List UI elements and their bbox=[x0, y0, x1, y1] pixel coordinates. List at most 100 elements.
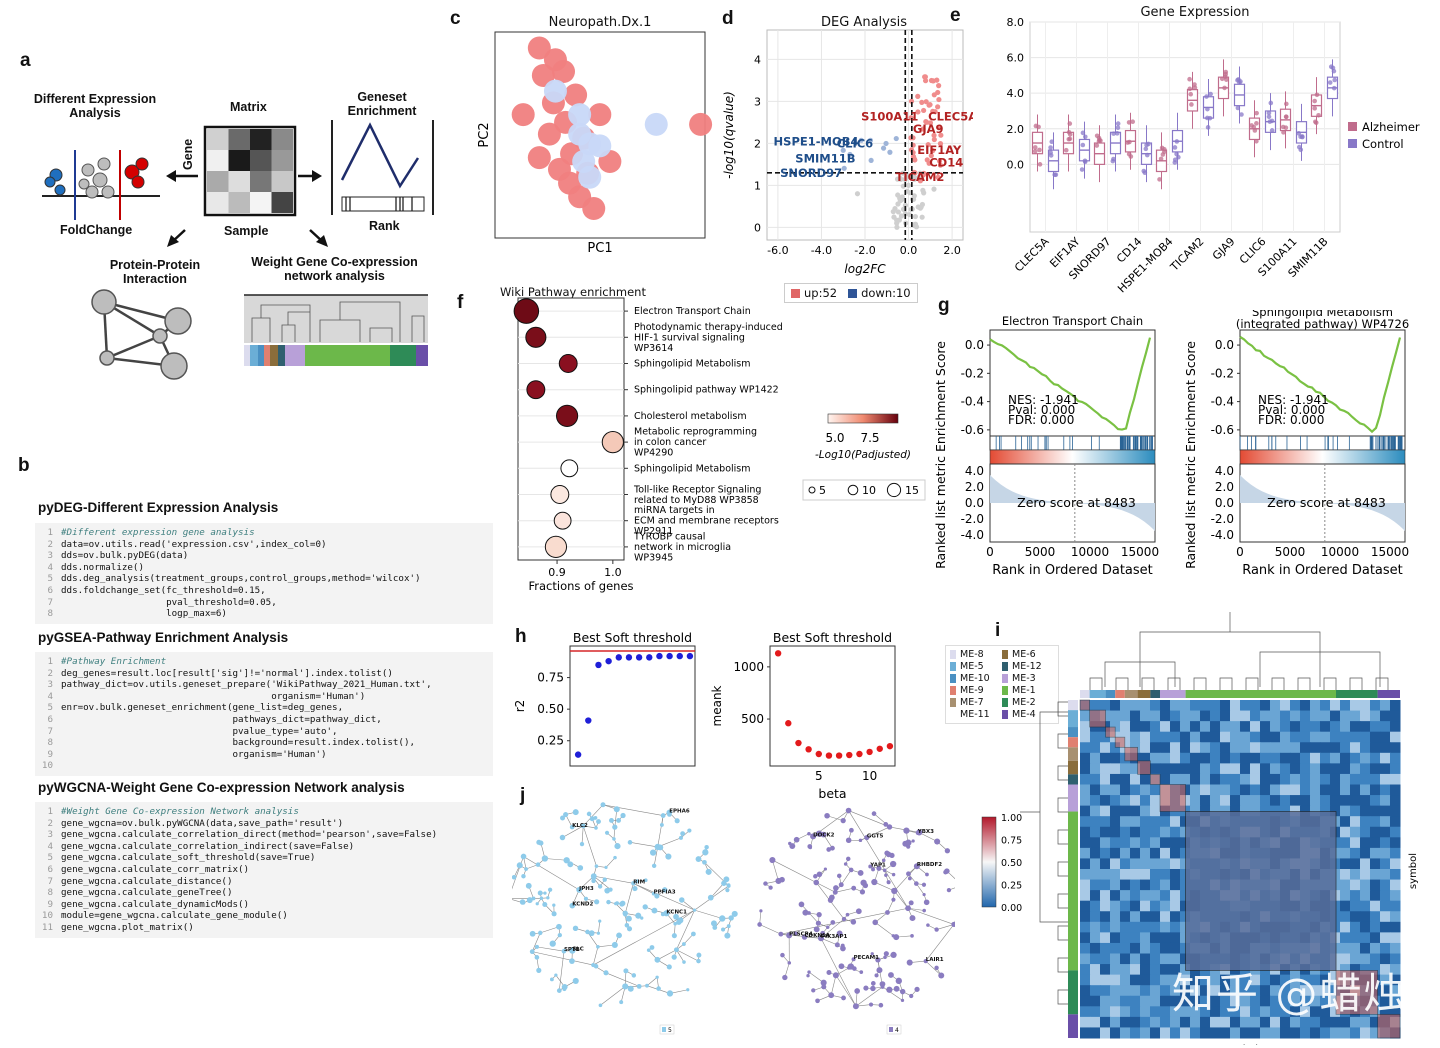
network-node bbox=[665, 853, 672, 860]
heatmap-cell bbox=[1120, 858, 1131, 870]
heatmap-cell bbox=[1320, 985, 1331, 997]
heatmap-cell bbox=[1160, 752, 1171, 764]
gsea-rank-bar bbox=[989, 449, 1156, 465]
heatmap-cell bbox=[1180, 995, 1191, 1007]
heatmap-cell bbox=[1380, 985, 1391, 997]
heatmap-cell bbox=[1270, 974, 1281, 986]
geneset-label: Geneset Enrichment bbox=[347, 90, 417, 118]
heatmap-cell bbox=[1120, 847, 1131, 859]
heatmap-cell bbox=[1220, 995, 1231, 1007]
network-node bbox=[654, 893, 660, 899]
network-node bbox=[705, 868, 712, 875]
heatmap-cell bbox=[1340, 900, 1351, 912]
network-node bbox=[586, 811, 592, 817]
heatmap-cell bbox=[1180, 752, 1191, 764]
heatmap-cell bbox=[1290, 1016, 1301, 1028]
network-edge bbox=[532, 951, 594, 966]
heatmap-cell bbox=[1120, 921, 1131, 933]
legend-swatch bbox=[1348, 139, 1357, 148]
box-point bbox=[1037, 147, 1042, 153]
heatmap-cell bbox=[1350, 964, 1361, 976]
network-node bbox=[623, 968, 629, 974]
network-node bbox=[870, 952, 874, 956]
gsea-ylabel: Ranked list metric Enrichment Score bbox=[933, 341, 948, 569]
h1-ytick: 0.50 bbox=[537, 702, 564, 716]
box-point bbox=[1331, 85, 1337, 91]
network-node bbox=[891, 897, 896, 902]
heatmap-cell bbox=[1230, 995, 1241, 1007]
heatmap-cell bbox=[1120, 805, 1131, 817]
heatmap-cell bbox=[1370, 942, 1381, 954]
heatmap-cell bbox=[1110, 816, 1121, 828]
network-edge bbox=[646, 977, 658, 986]
line-number: 8 bbox=[47, 608, 53, 620]
heatmap-cell bbox=[1340, 953, 1351, 965]
network-node bbox=[557, 932, 562, 938]
network-node bbox=[543, 891, 547, 895]
box-point bbox=[1158, 156, 1164, 162]
network-node bbox=[841, 995, 846, 1001]
heatmap-cell bbox=[1390, 795, 1401, 807]
heatmap-cell bbox=[1320, 752, 1331, 764]
heatmap-cell bbox=[1350, 805, 1361, 817]
heatmap-cell bbox=[1120, 816, 1131, 828]
module-bar-top bbox=[1115, 690, 1125, 698]
heatmap-cell bbox=[1100, 816, 1111, 828]
module-bar-top bbox=[1080, 690, 1090, 698]
heatmap-cell bbox=[1240, 1027, 1251, 1039]
network-node bbox=[836, 930, 843, 937]
heatmap-cell bbox=[1280, 805, 1291, 817]
heatmap-cell bbox=[1340, 700, 1351, 712]
gsea-stat: NES: -1.941 bbox=[1258, 393, 1329, 407]
heatmap-cell bbox=[1300, 773, 1311, 785]
legend-swatch bbox=[1348, 122, 1357, 131]
heatmap-cell bbox=[1330, 773, 1341, 785]
volcano-down-label: SMIM11B bbox=[795, 151, 855, 165]
code-text: gene_wgcna.calculate_distance() bbox=[61, 875, 233, 887]
heatmap-cell bbox=[1340, 869, 1351, 881]
h1-point bbox=[574, 751, 582, 758]
heatmap-cell bbox=[1370, 858, 1381, 870]
network-node bbox=[779, 876, 785, 883]
heatmap-cell bbox=[1350, 742, 1361, 754]
network-node bbox=[723, 876, 730, 883]
heatmap-cell bbox=[1160, 700, 1171, 712]
heatmap-cell bbox=[1250, 1006, 1261, 1018]
heatmap-cell bbox=[1140, 995, 1151, 1007]
dendro-branch bbox=[1297, 677, 1311, 690]
heatmap-cell bbox=[1160, 942, 1171, 954]
heatmap-cell bbox=[1110, 763, 1121, 775]
heatmap-cell bbox=[1160, 964, 1171, 976]
expression-ytick: 2.0 bbox=[1007, 123, 1025, 136]
gsea-ytick: -0.2 bbox=[1211, 366, 1234, 380]
heatmap-cell bbox=[1380, 921, 1391, 933]
network-edge bbox=[558, 951, 565, 991]
heatmap-cell bbox=[1100, 847, 1111, 859]
heatmap-cell bbox=[1150, 795, 1161, 807]
heatmap-cell bbox=[1370, 1016, 1381, 1028]
network-node bbox=[870, 985, 876, 992]
box-point bbox=[1130, 119, 1136, 125]
gsea-stat: Pval: 0.000 bbox=[1258, 403, 1325, 417]
network-node bbox=[889, 860, 897, 868]
box-point bbox=[1332, 77, 1338, 83]
gsea-rank-bar bbox=[1239, 449, 1406, 465]
heatmap-cell bbox=[1350, 869, 1361, 881]
heatmap-cell bbox=[1340, 921, 1351, 933]
heatmap-cell bbox=[1140, 816, 1151, 828]
module-bar-left bbox=[1068, 737, 1078, 748]
heatmap-cell bbox=[1120, 1006, 1131, 1018]
heatmap-cell bbox=[1110, 752, 1121, 764]
h2-xlabel: beta bbox=[818, 786, 846, 801]
network-node bbox=[852, 1003, 859, 1010]
box-point bbox=[1284, 114, 1289, 120]
h1-point bbox=[635, 654, 643, 661]
line-number: 4 bbox=[47, 840, 53, 852]
network-legend-swatch bbox=[889, 1027, 893, 1032]
heatmap-cell bbox=[1120, 1016, 1131, 1028]
network-node bbox=[757, 922, 762, 927]
pca-point bbox=[527, 146, 551, 170]
heatmap-cell bbox=[1330, 710, 1341, 722]
network-legend-label: 5 bbox=[668, 1027, 672, 1034]
heatmap-cell bbox=[1110, 942, 1121, 954]
